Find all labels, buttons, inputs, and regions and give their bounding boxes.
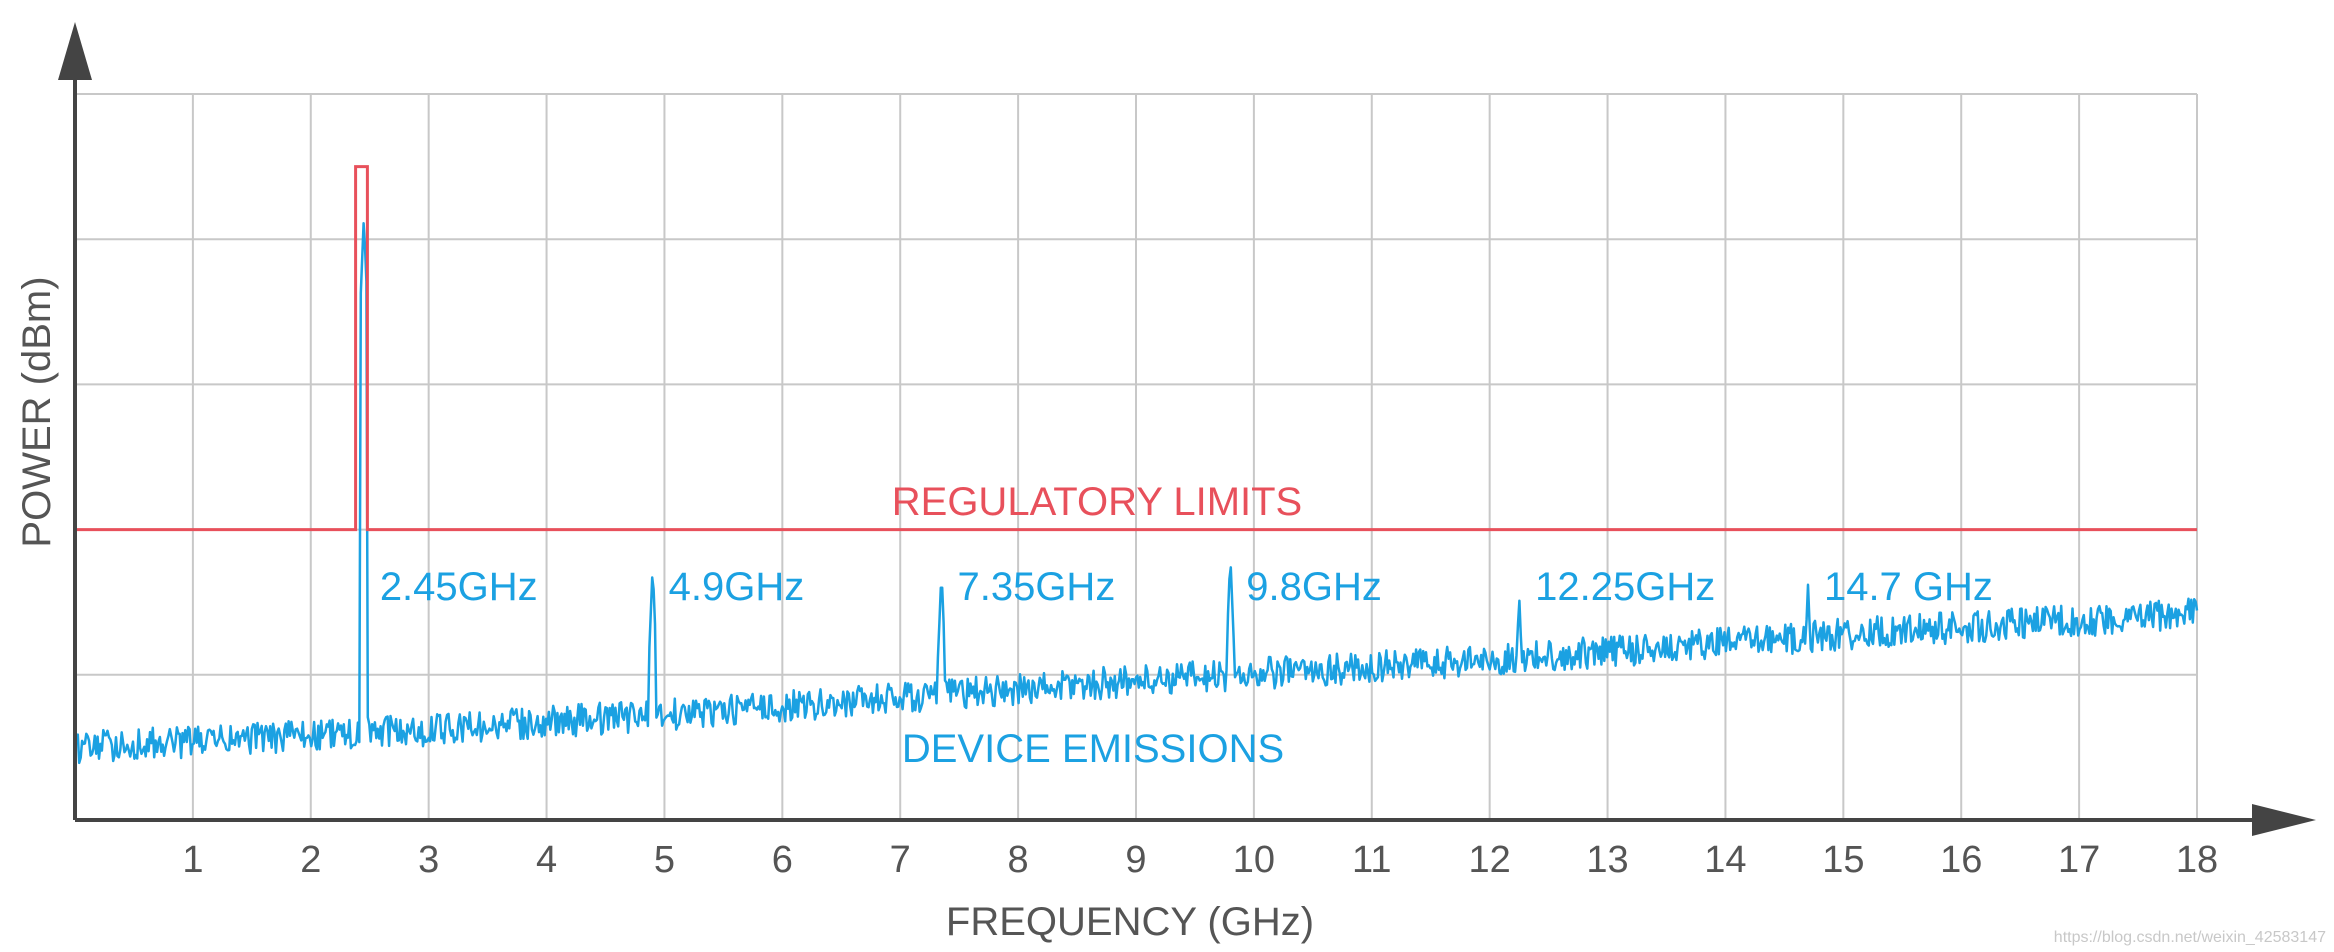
x-tick-label: 9 [1125,839,1146,881]
axes [58,22,2316,836]
x-tick-label: 11 [1352,839,1391,881]
x-tick-label: 15 [1822,839,1864,881]
grid [75,93,2198,820]
x-tick-label: 13 [1586,839,1628,881]
x-tick-label: 10 [1233,839,1275,881]
peak-label: 2.45GHz [380,565,538,609]
peak-label: 7.35GHz [957,565,1115,609]
x-tick-labels: 1 2 3 4 5 6 7 8 9 10 11 12 13 14 15 16 17 18 [182,839,2218,881]
x-tick-label: 4 [536,839,557,881]
x-tick-label: 18 [2176,839,2218,881]
peak-label: 4.9GHz [669,565,805,609]
x-tick-label: 16 [1940,839,1982,881]
x-axis-title: FREQUENCY (GHz) [946,900,1314,944]
peak-label: 12.25GHz [1535,565,1715,609]
x-tick-label: 2 [300,839,321,881]
y-axis-arrow-icon [58,22,92,80]
peak-label: 14.7 GHz [1824,565,1993,609]
x-tick-label: 6 [772,839,793,881]
peak-label: 9.8GHz [1246,565,1382,609]
y-axis-title: POWER (dBm) [15,276,59,547]
x-tick-label: 1 [182,839,203,881]
x-tick-label: 5 [654,839,675,881]
watermark: https://blog.csdn.net/weixin_42583147 [2054,929,2326,946]
x-tick-label: 8 [1008,839,1029,881]
x-tick-label: 3 [418,839,439,881]
x-axis-arrow-icon [2252,804,2316,836]
x-tick-label: 17 [2058,839,2100,881]
x-tick-label: 12 [1469,839,1511,881]
series-layer [74,165,2199,765]
regulatory-limits-label: REGULATORY LIMITS [892,480,1303,524]
x-tick-label: 7 [890,839,911,881]
device-emissions-label: DEVICE EMISSIONS [902,727,1284,771]
regulatory-limit-line [75,165,2197,532]
peak-labels: 2.45GHz 4.9GHz 7.35GHz 9.8GHz 12.25GHz 14.7 G… [380,565,1993,609]
device-emissions-line [74,221,2199,765]
x-tick-label: 14 [1704,839,1746,881]
